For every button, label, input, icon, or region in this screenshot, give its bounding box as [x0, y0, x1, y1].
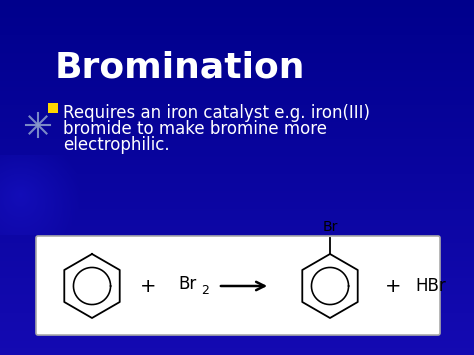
Bar: [48, 103, 58, 113]
Text: 2: 2: [201, 284, 209, 297]
Text: Bromination: Bromination: [55, 50, 306, 84]
Text: +: +: [385, 277, 401, 295]
Text: bromide to make bromine more: bromide to make bromine more: [63, 120, 327, 138]
Text: Br: Br: [322, 220, 337, 234]
Text: +: +: [140, 277, 156, 295]
Text: HBr: HBr: [415, 277, 446, 295]
FancyBboxPatch shape: [36, 236, 440, 335]
Text: electrophilic.: electrophilic.: [63, 136, 170, 154]
Text: Requires an iron catalyst e.g. iron(III): Requires an iron catalyst e.g. iron(III): [63, 104, 370, 122]
Text: Br: Br: [178, 275, 196, 293]
